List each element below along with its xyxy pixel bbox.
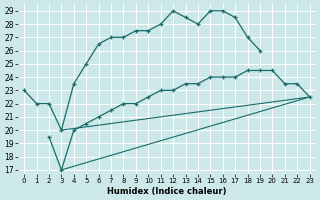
X-axis label: Humidex (Indice chaleur): Humidex (Indice chaleur) bbox=[107, 187, 227, 196]
